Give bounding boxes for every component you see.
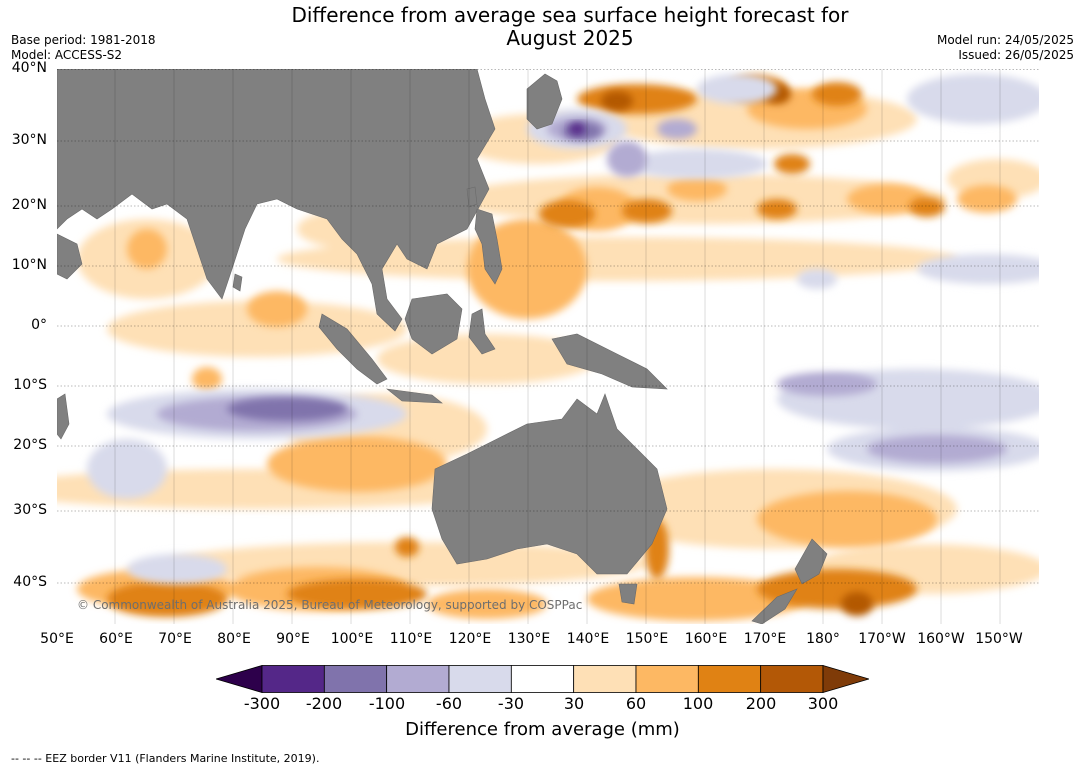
map-title: Difference from average sea surface heig… xyxy=(200,4,940,50)
lon-label: 180° xyxy=(806,631,840,647)
lat-label-40s: 40°S xyxy=(13,574,47,590)
colorbar-segment xyxy=(573,665,637,693)
metadata-left: Base period: 1981-2018 Model: ACCESS-S2 xyxy=(11,33,156,63)
lon-label: 170°W xyxy=(858,631,906,647)
model-run-text: Model run: 24/05/2025 xyxy=(936,33,1074,47)
sea-surface-height-map xyxy=(57,69,1039,624)
metadata-right: Model run: 24/05/2025 Issued: 26/05/2025 xyxy=(937,33,1074,63)
colorbar-segment xyxy=(510,665,575,693)
lon-label: 140°E xyxy=(566,631,610,647)
lon-label: 150°W xyxy=(975,631,1023,647)
copyright-watermark: © Commonwealth of Australia 2025, Bureau… xyxy=(77,598,583,612)
meridians xyxy=(114,69,1001,624)
lon-label: 90°E xyxy=(276,631,310,647)
lat-label-0: 0° xyxy=(31,317,47,333)
lon-label: 170°E xyxy=(743,631,787,647)
lon-label: 110°E xyxy=(389,631,433,647)
colorbar-segment xyxy=(261,665,325,693)
lat-label-40n: 40°N xyxy=(11,60,47,76)
colorbar-tick: 200 xyxy=(745,694,777,713)
colorbar-tick: -200 xyxy=(305,694,343,713)
lon-label: 80°E xyxy=(217,631,251,647)
map-canvas xyxy=(57,69,1039,624)
issued-text: Issued: 26/05/2025 xyxy=(958,48,1074,62)
lat-label-10s: 10°S xyxy=(13,377,47,393)
lat-label-10n: 10°N xyxy=(11,257,47,273)
colorbar-tick: 30 xyxy=(563,694,585,713)
colorbar-extend-low xyxy=(216,665,263,693)
model-text: Model: ACCESS-S2 xyxy=(11,48,123,62)
colorbar-segments xyxy=(216,665,869,693)
lon-label: 50°E xyxy=(40,631,74,647)
lat-label-30n: 30°N xyxy=(11,132,47,148)
anomaly-deep-purple xyxy=(569,123,585,135)
colorbar-segment xyxy=(386,665,450,693)
colorbar-tick: 60 xyxy=(625,694,647,713)
lon-label: 150°E xyxy=(625,631,669,647)
colorbar-tick: -60 xyxy=(435,694,463,713)
land-masses xyxy=(57,69,828,624)
colorbar-tick: -30 xyxy=(497,694,525,713)
title-line-2: August 2025 xyxy=(506,26,634,50)
lon-label: 160°W xyxy=(917,631,965,647)
colorbar-tick: 300 xyxy=(807,694,839,713)
lat-label-20s: 20°S xyxy=(13,437,47,453)
lon-label: 160°E xyxy=(684,631,728,647)
lon-label: 130°E xyxy=(507,631,551,647)
colorbar-segment xyxy=(448,665,512,693)
lat-label-30s: 30°S xyxy=(13,502,47,518)
lon-label: 70°E xyxy=(158,631,192,647)
colorbar-tick: 100 xyxy=(682,694,714,713)
colorbar-extend-high xyxy=(822,665,869,693)
lon-label: 120°E xyxy=(448,631,492,647)
colorbar-segment xyxy=(635,665,699,693)
colorbar-segment xyxy=(760,665,824,693)
colorbar-tick: -100 xyxy=(368,694,406,713)
lat-label-20n: 20°N xyxy=(11,197,47,213)
eez-footnote: -- -- -- EEZ border V11 (Flanders Marine… xyxy=(11,752,320,765)
base-period-text: Base period: 1981-2018 xyxy=(11,33,156,47)
title-line-1: Difference from average sea surface heig… xyxy=(291,3,849,27)
colorbar-segment xyxy=(323,665,388,693)
colorbar xyxy=(216,665,869,693)
colorbar-label: Difference from average (mm) xyxy=(405,719,680,740)
graticule xyxy=(57,69,1039,584)
colorbar-tick: -300 xyxy=(243,694,281,713)
colorbar-segment xyxy=(697,665,762,693)
lon-label: 60°E xyxy=(99,631,133,647)
lon-label: 100°E xyxy=(330,631,374,647)
